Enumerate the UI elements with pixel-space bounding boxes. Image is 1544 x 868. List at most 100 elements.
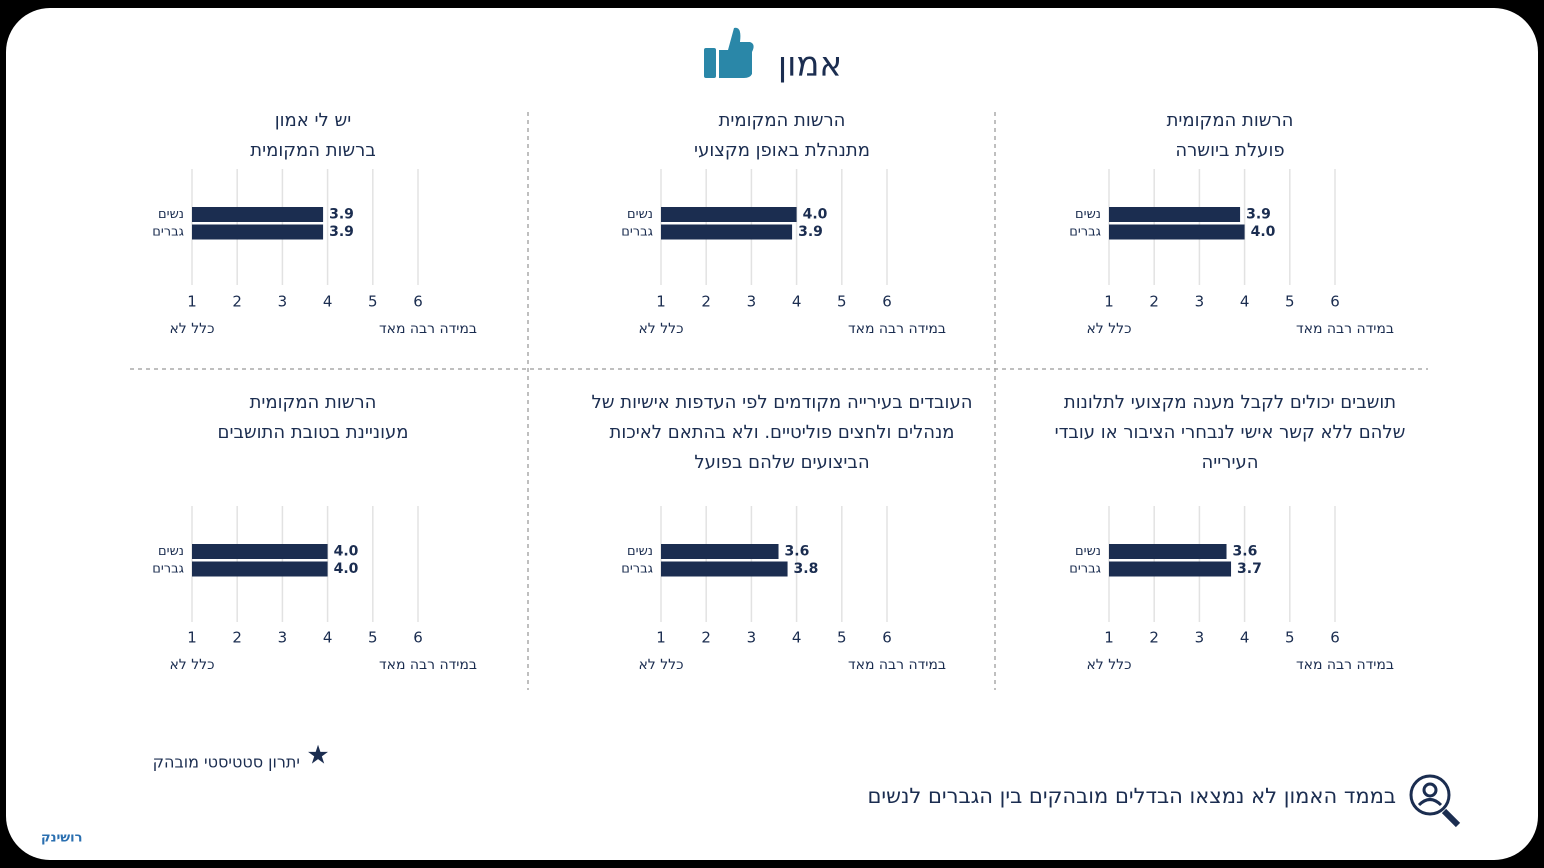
x-tick-label: 3 <box>1195 629 1205 647</box>
value-label: 4.0 <box>1251 224 1276 240</box>
bar <box>1109 561 1232 577</box>
axis-min-label: כלל לא <box>1086 657 1131 673</box>
value-label: 3.9 <box>1246 207 1271 223</box>
bar <box>192 544 328 559</box>
search-icon <box>1409 774 1461 828</box>
star-icon: ★ <box>306 741 329 771</box>
chart-title: הרשות המקומית מתנהלת באופן מקצועי <box>694 110 870 161</box>
category-label: גברים <box>152 562 184 577</box>
value-label: 4.0 <box>334 561 359 577</box>
value-label: 3.6 <box>785 544 810 560</box>
chart-title: העובדים בעירייה מקודמים לפי העדפות אישיו… <box>591 392 973 473</box>
axis-max-label: במידה רבה מאד <box>848 321 946 337</box>
chart-title: יש לי אמון ברשות המקומית <box>250 110 376 161</box>
chart-area: אמון ★ יתרון סטטיסטי מובהק בממד האמון לא… <box>41 27 1461 846</box>
chart-title: תושבים יכולים לקבל מענה מקצועי לתלונות ש… <box>1054 392 1406 473</box>
x-tick-label: 4 <box>792 293 802 311</box>
x-tick-label: 2 <box>701 293 711 311</box>
value-label: 3.9 <box>798 224 823 240</box>
x-tick-label: 6 <box>1330 629 1340 647</box>
x-tick-label: 3 <box>747 293 757 311</box>
note: בממד האמון לא נמצאו הבדלים מובהקים בין ה… <box>867 784 1396 808</box>
x-tick-label: 2 <box>701 629 711 647</box>
value-label: 4.0 <box>803 207 828 223</box>
x-tick-label: 4 <box>323 293 333 311</box>
category-label: נשים <box>627 207 653 222</box>
category-label: נשים <box>1075 207 1101 222</box>
value-label: 3.6 <box>1233 544 1258 560</box>
x-tick-label: 3 <box>278 629 288 647</box>
x-tick-label: 2 <box>1149 629 1159 647</box>
x-tick-label: 1 <box>656 629 666 647</box>
x-tick-label: 6 <box>882 293 892 311</box>
axis-max-label: במידה רבה מאד <box>1296 657 1394 673</box>
bar <box>1109 207 1241 222</box>
x-tick-label: 1 <box>1104 293 1114 311</box>
axis-max-label: במידה רבה מאד <box>848 657 946 673</box>
x-tick-label: 5 <box>368 293 378 311</box>
axis-min-label: כלל לא <box>638 657 683 673</box>
category-label: גברים <box>621 562 653 577</box>
x-tick-label: 6 <box>413 293 423 311</box>
category-label: נשים <box>627 544 653 559</box>
x-tick-label: 4 <box>1240 293 1250 311</box>
x-tick-label: 4 <box>323 629 333 647</box>
x-tick-label: 6 <box>882 629 892 647</box>
x-tick-label: 1 <box>187 293 197 311</box>
category-label: נשים <box>1075 544 1101 559</box>
x-tick-label: 1 <box>1104 629 1114 647</box>
axis-min-label: כלל לא <box>638 321 683 337</box>
bar <box>661 207 797 222</box>
category-label: גברים <box>621 225 653 240</box>
x-tick-label: 6 <box>413 629 423 647</box>
category-label: גברים <box>152 225 184 240</box>
x-tick-label: 1 <box>656 293 666 311</box>
value-label: 3.8 <box>794 561 819 577</box>
axis-max-label: במידה רבה מאד <box>1296 321 1394 337</box>
x-tick-label: 3 <box>1195 293 1205 311</box>
x-tick-label: 5 <box>837 293 847 311</box>
chart-title: הרשות המקומית מעוניינת בטובת התושבים <box>217 392 409 443</box>
value-label: 3.9 <box>329 207 354 223</box>
axis-min-label: כלל לא <box>169 657 214 673</box>
value-label: 4.0 <box>334 544 359 560</box>
x-tick-label: 2 <box>232 293 242 311</box>
category-label: נשים <box>158 544 184 559</box>
x-tick-label: 3 <box>747 629 757 647</box>
chart-title: הרשות המקומית פועלת ביושרה <box>1166 110 1294 161</box>
x-tick-label: 5 <box>1285 629 1295 647</box>
axis-min-label: כלל לא <box>1086 321 1131 337</box>
axis-max-label: במידה רבה מאד <box>379 657 477 673</box>
axis-min-label: כלל לא <box>169 321 214 337</box>
x-tick-label: 3 <box>278 293 288 311</box>
bar <box>192 561 328 577</box>
thumb-icon <box>704 27 754 78</box>
logo: רושינק <box>41 831 82 846</box>
x-tick-label: 5 <box>368 629 378 647</box>
x-tick-label: 4 <box>1240 629 1250 647</box>
x-tick-label: 6 <box>1330 293 1340 311</box>
x-tick-label: 2 <box>1149 293 1159 311</box>
separators <box>130 112 1428 690</box>
category-label: גברים <box>1069 225 1101 240</box>
axis-max-label: במידה רבה מאד <box>379 321 477 337</box>
bar <box>192 224 324 240</box>
page-title: אמון <box>778 45 842 85</box>
star-note: יתרון סטטיסטי מובהק <box>153 753 300 772</box>
x-tick-label: 5 <box>1285 293 1295 311</box>
bar <box>661 224 793 240</box>
bar <box>661 561 788 577</box>
category-label: גברים <box>1069 562 1101 577</box>
bar <box>192 207 324 222</box>
x-tick-label: 4 <box>792 629 802 647</box>
slide: אמון ★ יתרון סטטיסטי מובהק בממד האמון לא… <box>6 8 1538 860</box>
bar <box>1109 544 1227 559</box>
x-tick-label: 5 <box>837 629 847 647</box>
bar <box>1109 224 1245 240</box>
x-tick-label: 2 <box>232 629 242 647</box>
x-tick-label: 1 <box>187 629 197 647</box>
category-label: נשים <box>158 207 184 222</box>
bar <box>661 544 779 559</box>
value-label: 3.7 <box>1237 561 1262 577</box>
value-label: 3.9 <box>329 224 354 240</box>
